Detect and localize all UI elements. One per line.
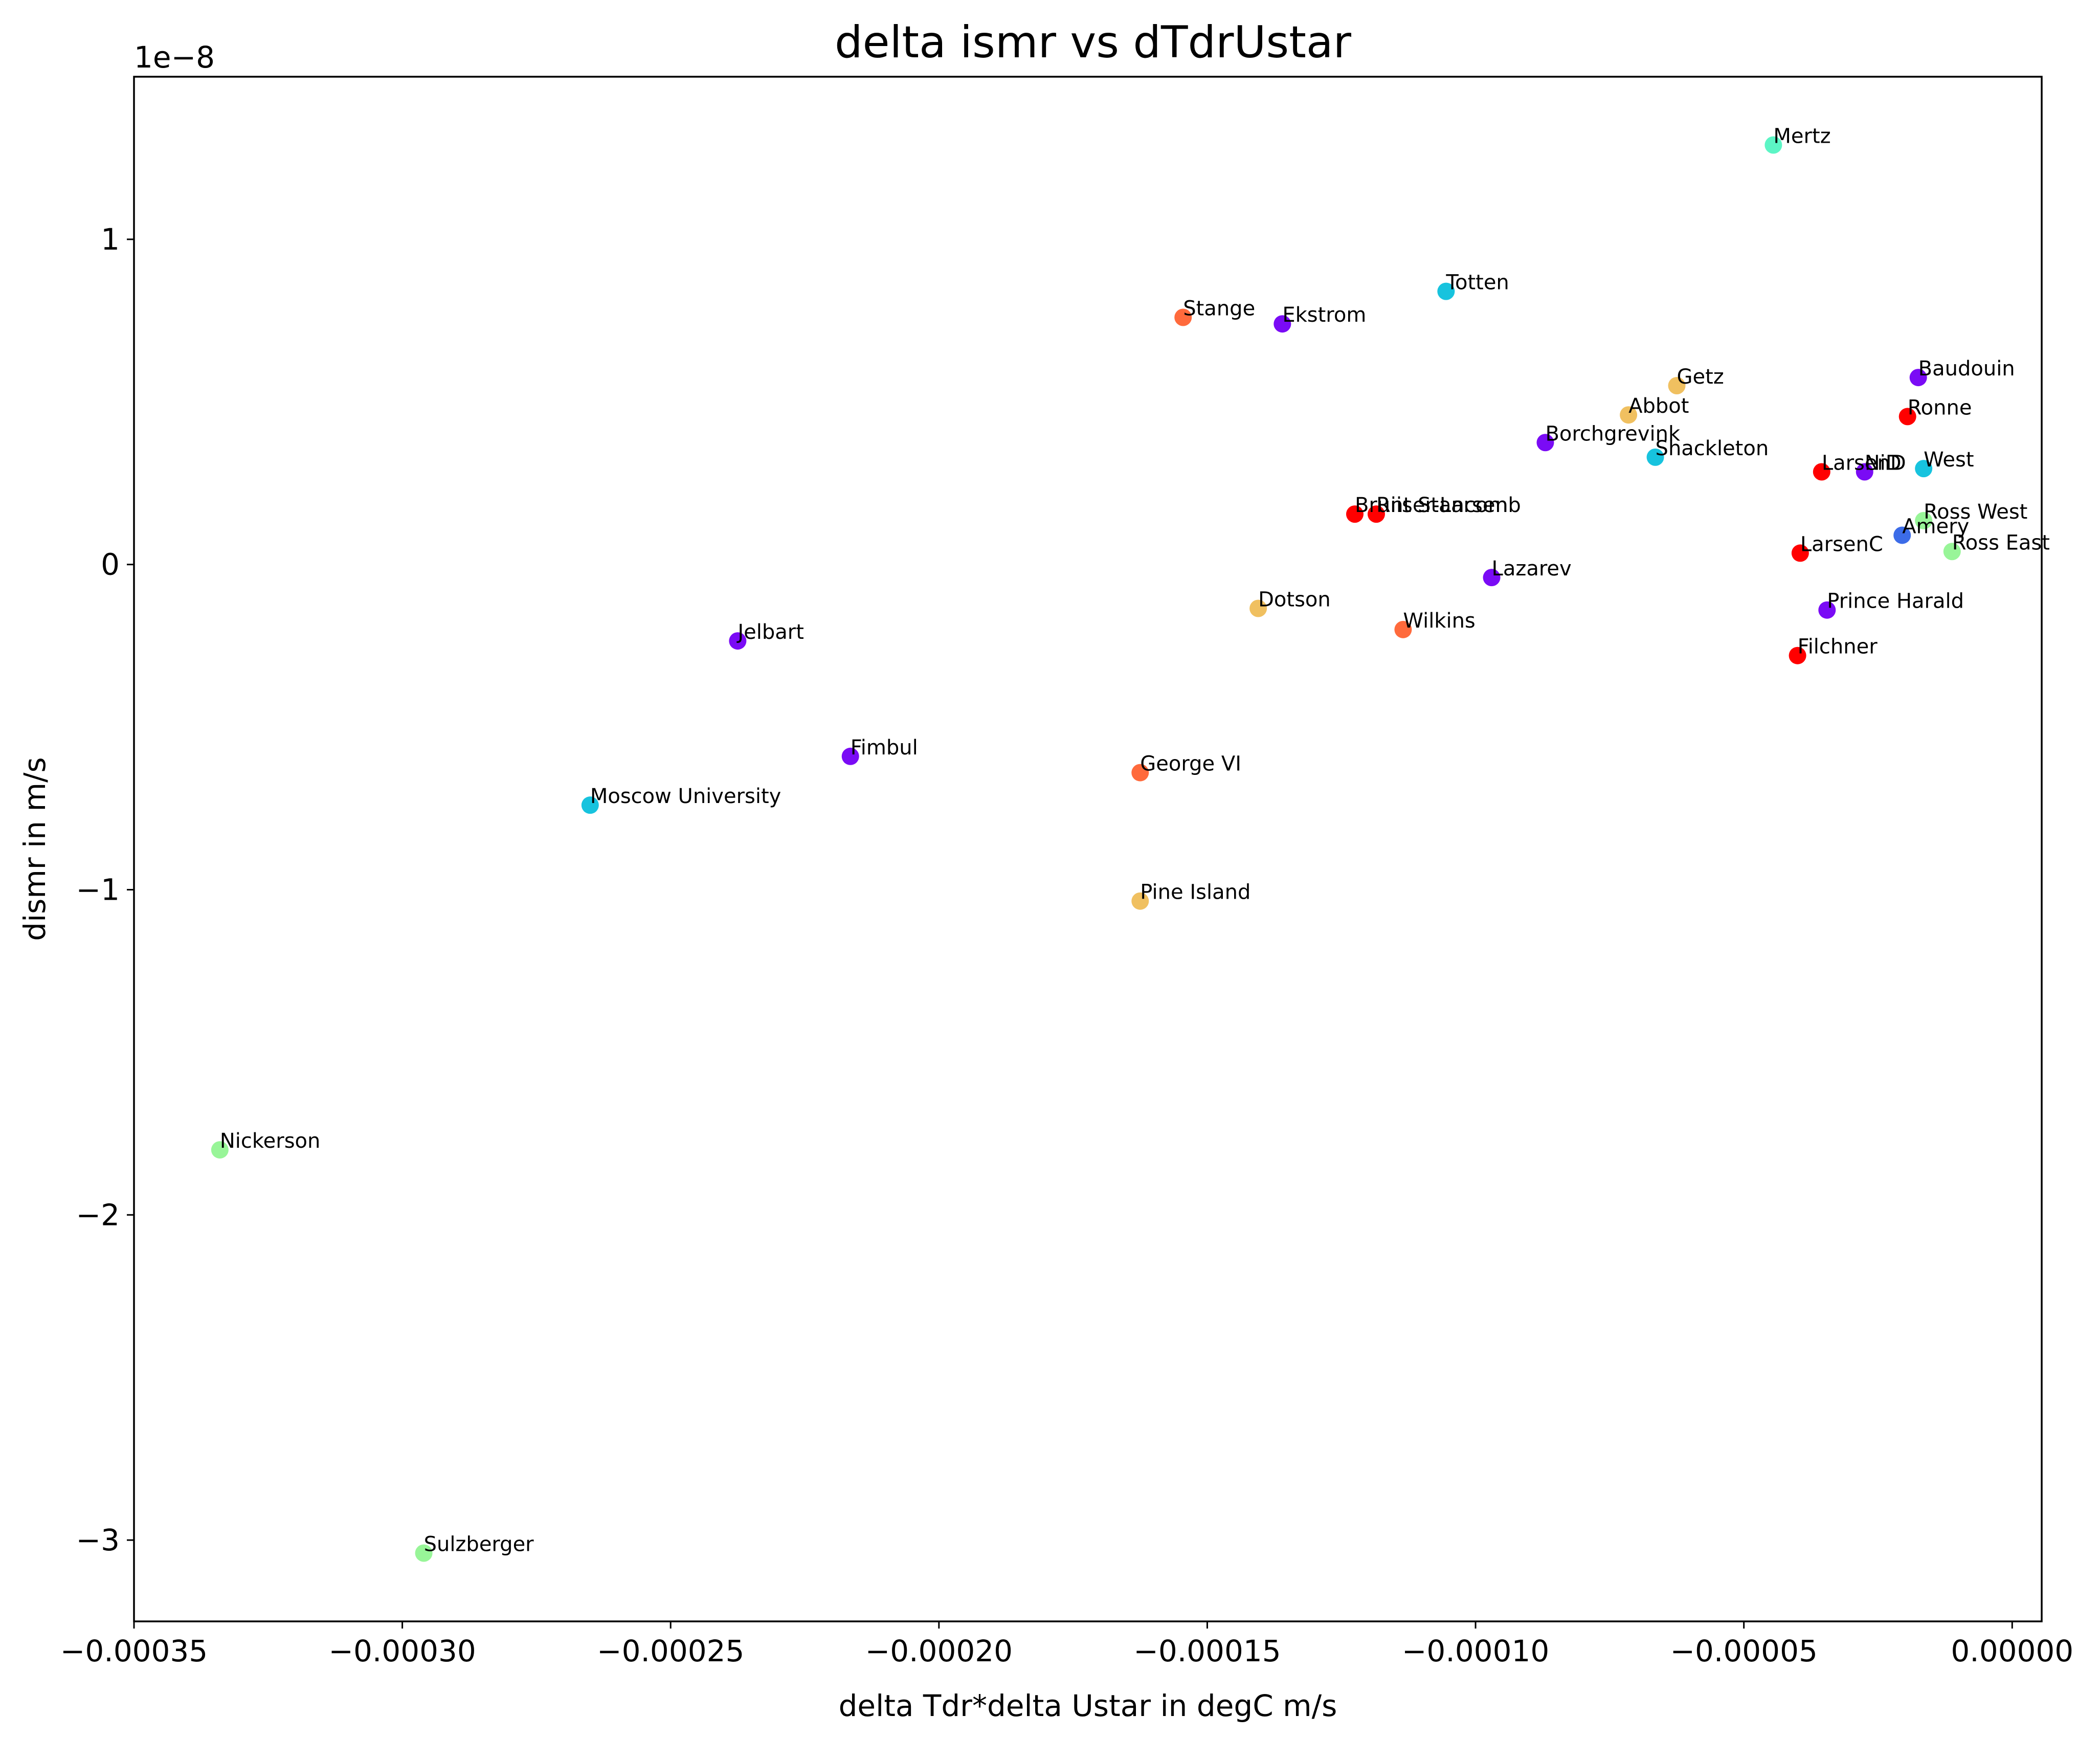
scatter-point (1791, 544, 1809, 562)
scatter-point (1483, 569, 1501, 587)
scatter-point (1437, 282, 1455, 300)
scatter-point (1898, 408, 1916, 426)
x-tick-label: −0.00030 (328, 1634, 476, 1668)
plot-area-frame (133, 76, 2043, 1622)
x-tick-label: −0.00005 (1670, 1634, 1817, 1668)
y-tick-label: −3 (76, 1523, 120, 1557)
scatter-point (1394, 620, 1412, 638)
point-label: Amery (1902, 515, 1969, 538)
point-label: Pine Island (1140, 881, 1250, 904)
point-label: Fimbul (851, 736, 918, 760)
scatter-point (1915, 511, 1933, 529)
point-label: LarsenC (1800, 532, 1883, 556)
x-axis-ticks: −0.00035 −0.00030 −0.00025 −0.00020 −0.00015… (60, 1621, 2073, 1668)
scatter-point (1174, 308, 1192, 326)
point-label: Abbot (1628, 394, 1689, 418)
y-tick-label: 1 (101, 222, 120, 257)
point-label: Wilkins (1403, 609, 1475, 633)
point-label: Filchner (1798, 635, 1878, 659)
x-tick-label: −0.00025 (597, 1634, 744, 1668)
chart-title: delta ismr vs dTdrUstar (835, 17, 1352, 68)
point-label: Shackleton (1656, 437, 1769, 460)
x-tick-label: 0.00000 (1951, 1634, 2073, 1668)
scatter-point (1646, 448, 1664, 466)
point-label: Borchgrevink (1545, 422, 1681, 445)
point-label: Nickerson (220, 1129, 320, 1153)
point-label: West (1924, 448, 1974, 472)
scatter-point (1274, 315, 1291, 333)
scatter-point (1131, 892, 1149, 910)
scatter-point (1764, 136, 1782, 154)
point-label: Mertz (1773, 125, 1830, 148)
scatter-point (841, 747, 859, 765)
x-tick-label: −0.00020 (865, 1634, 1013, 1668)
y-tick-label: −1 (76, 872, 120, 907)
scatter-point (581, 796, 599, 814)
y-tick-label: 0 (101, 547, 120, 582)
point-label: Riiser-Larsen (1376, 494, 1508, 517)
scatter-point (1668, 377, 1686, 394)
point-label: Jelbart (736, 620, 804, 644)
point-label: Ronne (1908, 396, 1972, 419)
point-label: Ekstrom (1282, 303, 1366, 327)
scatter-point (1367, 505, 1385, 523)
y-axis-ticks: 1 0 −1 −2 −3 (76, 222, 134, 1557)
y-offset-label: 1e−8 (134, 40, 215, 75)
scatter-point (1536, 434, 1554, 452)
x-tick-label: −0.00015 (1133, 1634, 1281, 1668)
scatter-point (1818, 601, 1836, 619)
point-label: Getz (1677, 365, 1724, 389)
point-label: Lazarev (1492, 557, 1572, 581)
point-label: NiD (1865, 451, 1902, 475)
point-label: Moscow University (590, 785, 781, 808)
x-tick-label: −0.00035 (60, 1634, 208, 1668)
point-label: Ross West (1924, 500, 2027, 524)
point-label: Brunt Stancomb (1355, 494, 1521, 517)
y-axis-label: dismr in m/s (17, 757, 52, 941)
point-label: Prince Harald (1827, 590, 1964, 613)
scatter-point (1813, 463, 1830, 481)
scatter-point (1789, 647, 1806, 664)
scatter-point (1620, 406, 1638, 424)
scatter-point (1909, 369, 1927, 387)
point-label: George VI (1140, 752, 1241, 776)
point-label: LarsenD (1822, 451, 1906, 475)
scatter-point (1856, 463, 1873, 481)
scatter-point (1943, 543, 1961, 561)
x-axis-label: delta Tdr*delta Ustar in degC m/s (839, 1688, 1337, 1723)
scatter-point (1893, 526, 1911, 544)
point-label: Stange (1183, 297, 1255, 320)
point-label: Sulzberger (424, 1532, 534, 1556)
point-label: Baudouin (1918, 357, 2015, 381)
y-tick-label: −2 (76, 1197, 120, 1232)
data-points (211, 136, 1961, 1562)
scatter-point (1249, 599, 1267, 617)
point-label: Ross East (1952, 531, 2050, 554)
scatter-point (1131, 764, 1149, 782)
point-label: Dotson (1258, 588, 1331, 612)
x-tick-label: −0.00010 (1402, 1634, 1549, 1668)
scatter-point (211, 1141, 229, 1159)
data-point-labels: Mertz Totten Stange Ekstrom Getz Baudouin Ronn… (220, 125, 2050, 1556)
scatter-point (415, 1544, 433, 1562)
point-label: Totten (1445, 271, 1509, 295)
scatter-point (729, 632, 747, 650)
scatter-point (1346, 505, 1364, 523)
scatter-point (1915, 460, 1933, 478)
